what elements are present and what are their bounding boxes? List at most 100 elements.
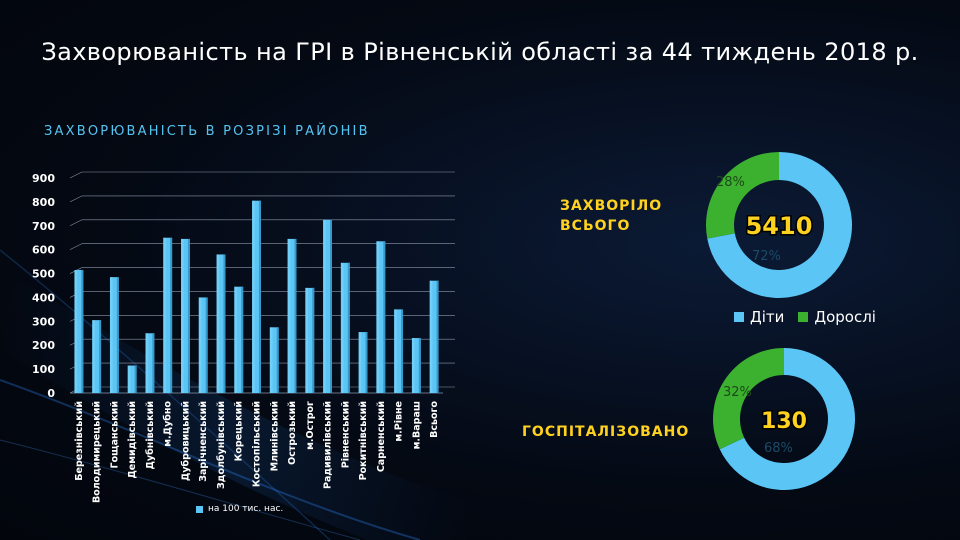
x-tick-label: Рівненський	[340, 401, 351, 468]
gridline-diag	[69, 195, 83, 203]
slice-label: 32%	[723, 385, 752, 400]
bar-highlight	[323, 219, 326, 393]
bar-shade	[312, 287, 315, 393]
bar-chart: 0 100 200 300 400 500 600 700 800 900 Березнівськи…	[32, 171, 455, 503]
bar-highlight	[145, 333, 149, 393]
legend-item-children: Діти	[734, 308, 784, 326]
donut-legend: Діти Дорослі	[734, 308, 890, 326]
bar-shade	[152, 333, 155, 393]
bar	[127, 365, 137, 393]
y-tick-label: 700	[32, 220, 55, 233]
bar-shade	[294, 238, 297, 393]
bar-face	[198, 297, 208, 393]
bar	[287, 238, 297, 393]
bar	[340, 262, 350, 393]
bar-highlight	[109, 277, 113, 393]
chart-subtitle: ЗАХВОРЮВАНІСТЬ В РОЗРІЗІ РАЙОНІВ	[44, 124, 370, 139]
gridline-diag	[69, 219, 83, 227]
bar-shade	[365, 332, 368, 393]
legend-label-children: Діти	[750, 308, 785, 326]
bar	[234, 286, 244, 393]
bar-highlight	[287, 238, 291, 393]
y-tick-label: 300	[32, 315, 55, 328]
bar-face	[92, 320, 102, 393]
y-tick-label: 500	[32, 268, 55, 281]
bar-face	[429, 280, 439, 393]
x-tick-label: Острозький	[287, 401, 298, 465]
bar-shade	[170, 237, 173, 393]
bar-shade	[383, 241, 386, 393]
bar-highlight	[252, 200, 255, 393]
bar-shade	[81, 269, 84, 393]
bar-shade	[134, 365, 137, 393]
x-tick-label: Гощанський	[109, 401, 120, 468]
x-tick-label: Корецький	[234, 401, 245, 461]
bar	[74, 269, 84, 393]
bar-face	[376, 241, 386, 393]
bar-face	[340, 262, 350, 393]
bar	[269, 327, 279, 393]
bar	[411, 338, 421, 393]
x-tick-label: Рокитнівський	[358, 401, 369, 480]
bar-face	[323, 219, 332, 393]
bar-face	[411, 338, 421, 393]
legend-item-adults: Дорослі	[798, 308, 876, 326]
bar-shade	[329, 219, 332, 393]
bar-highlight	[234, 286, 237, 393]
y-tick-label: 800	[32, 196, 55, 209]
bar-face	[216, 254, 226, 393]
legend-swatch-adults	[798, 312, 809, 322]
bar-shade	[116, 277, 119, 393]
bar	[92, 320, 102, 393]
bar-shade	[223, 254, 226, 393]
x-tick-label: м.Вараш	[411, 401, 422, 449]
bar-face	[163, 237, 173, 393]
bar-highlight	[394, 309, 397, 393]
bar-highlight	[340, 262, 344, 393]
bar	[216, 254, 226, 393]
slice-children	[719, 348, 855, 490]
bar-highlight	[74, 269, 78, 393]
bar-face	[234, 286, 244, 393]
bar	[252, 200, 261, 393]
bar-shade	[205, 297, 208, 393]
bar	[376, 241, 386, 393]
bar-legend: на 100 тис. нас.	[196, 504, 283, 514]
bar-highlight	[358, 332, 362, 393]
bar-highlight	[181, 238, 184, 393]
bar	[394, 309, 404, 393]
y-tick-label: 600	[32, 244, 55, 257]
bar-face	[181, 238, 190, 393]
slice-children	[707, 152, 852, 298]
bar-face	[74, 269, 84, 393]
bar-face	[394, 309, 404, 393]
bar-highlight	[305, 287, 309, 393]
kpi-hosp-label: ГОСПІТАЛІЗОВАНО	[522, 424, 690, 440]
bar-shade	[241, 286, 244, 393]
bar-highlight	[411, 338, 415, 393]
donut-total: 5410	[746, 212, 813, 240]
bar-legend-label: на 100 тис. нас.	[208, 504, 284, 514]
x-tick-label: Дубровицький	[180, 401, 191, 481]
gridline-diag	[69, 171, 83, 179]
slice-label: 72%	[752, 249, 781, 264]
bar-face	[127, 365, 137, 393]
x-tick-label: Дубнівський	[145, 401, 156, 470]
x-tick-label: Млинівський	[269, 401, 280, 471]
x-tick-label: Здолбунівський	[216, 401, 227, 489]
bar-shade	[276, 327, 279, 393]
bar-highlight	[216, 254, 220, 393]
bar-highlight	[376, 241, 380, 393]
x-tick-label: Всього	[429, 401, 440, 438]
bar	[323, 219, 332, 393]
bar	[358, 332, 368, 393]
bar	[305, 287, 315, 393]
y-tick-label: 400	[32, 291, 55, 304]
x-tick-label: м.Рівне	[394, 401, 405, 442]
kpi-sick-label-line1: ЗАХВОРІЛО	[560, 198, 663, 214]
bar-shade	[187, 238, 190, 393]
bar-face	[305, 287, 315, 393]
page-title: Захворюваність на ГРІ в Рівненській обла…	[41, 38, 919, 66]
donut-sick: 72% 28% 5410	[706, 152, 852, 298]
bar-shade	[401, 309, 404, 393]
